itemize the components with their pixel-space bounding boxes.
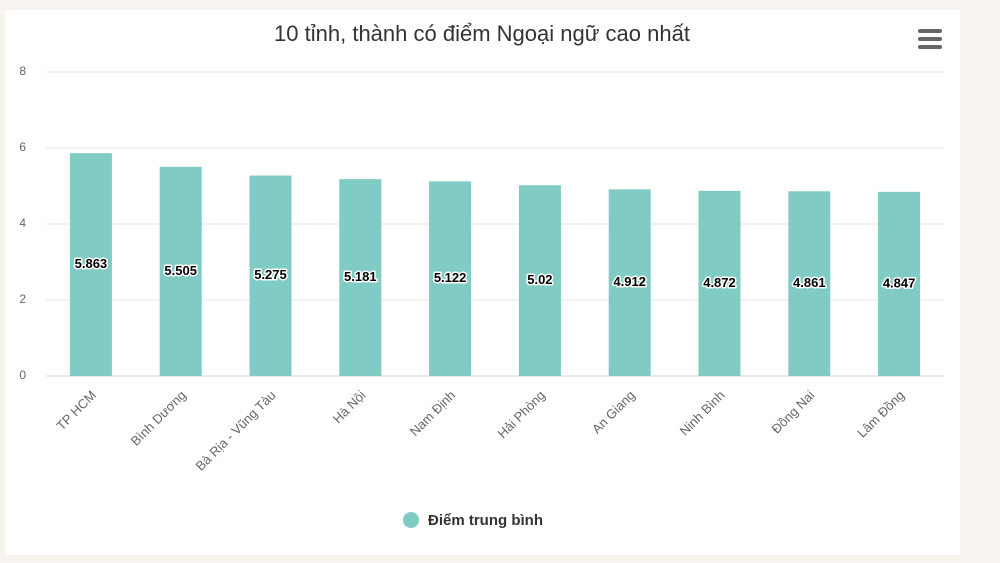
y-tick-label: 2 bbox=[19, 292, 26, 306]
data-label: 5.505 bbox=[164, 263, 197, 278]
bar bbox=[339, 179, 382, 376]
chart-title: 10 tỉnh, thành có điểm Ngoại ngữ cao nhấ… bbox=[274, 21, 690, 46]
bar bbox=[788, 191, 831, 376]
bar bbox=[518, 185, 561, 376]
legend-marker bbox=[403, 512, 419, 528]
menu-button[interactable] bbox=[918, 29, 942, 49]
y-tick-label: 6 bbox=[19, 140, 26, 154]
bar bbox=[429, 181, 472, 376]
legend-label: Điểm trung bình bbox=[428, 512, 543, 529]
menu-bar bbox=[918, 37, 942, 41]
bar bbox=[69, 153, 112, 376]
menu-bar bbox=[918, 29, 942, 33]
bar bbox=[159, 166, 202, 376]
data-label: 4.861 bbox=[793, 275, 826, 290]
y-tick-label: 0 bbox=[19, 368, 26, 382]
y-tick-label: 8 bbox=[19, 64, 26, 78]
data-label: 5.02 bbox=[527, 272, 552, 287]
bar bbox=[608, 189, 651, 376]
data-label: 5.863 bbox=[75, 256, 108, 271]
data-label: 5.181 bbox=[344, 269, 377, 284]
data-label: 4.912 bbox=[613, 274, 646, 289]
data-label: 5.275 bbox=[254, 267, 287, 282]
data-label: 4.872 bbox=[703, 275, 736, 290]
menu-bar bbox=[918, 45, 942, 49]
data-label: 4.847 bbox=[883, 275, 916, 290]
bar bbox=[249, 175, 292, 376]
bar bbox=[698, 190, 741, 376]
bar bbox=[878, 191, 921, 376]
y-tick-label: 4 bbox=[19, 216, 26, 230]
data-label: 5.122 bbox=[434, 270, 467, 285]
